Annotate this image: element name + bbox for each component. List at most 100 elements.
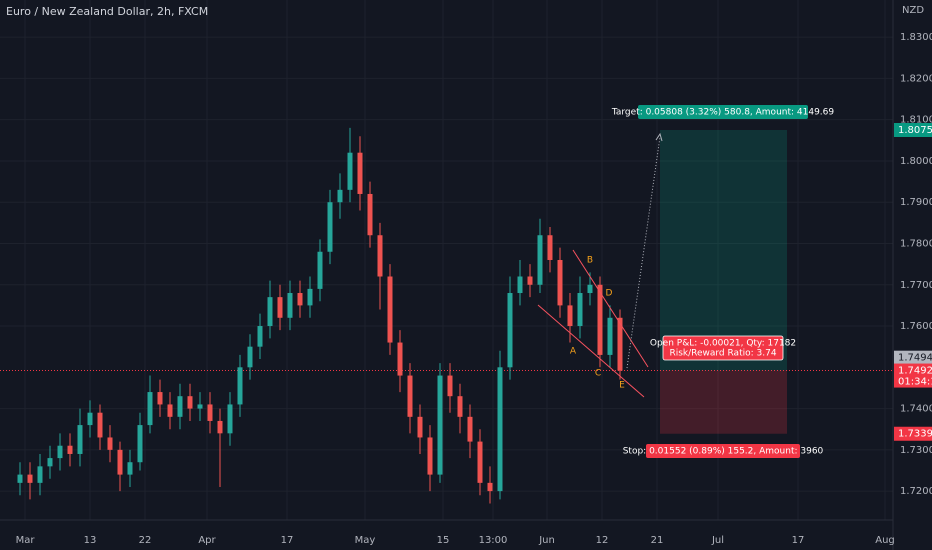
- candle-body: [597, 284, 603, 355]
- x-tick-label: 13: [84, 535, 97, 546]
- candle-body: [187, 396, 193, 409]
- candle-body: [417, 416, 423, 438]
- candle-body: [497, 367, 503, 492]
- candles: [17, 127, 623, 504]
- candle-body: [387, 276, 393, 343]
- y-tick-label: 1.82000: [900, 73, 932, 84]
- candle-body: [557, 260, 563, 306]
- x-tick-label: Aug: [875, 535, 895, 546]
- wedge-upper: [572, 249, 649, 368]
- candle-body: [207, 404, 213, 421]
- candle-body: [57, 445, 63, 459]
- pnl-text: Open P&L: -0.00021, Qty: 17182: [650, 339, 796, 349]
- candle-body: [107, 437, 113, 450]
- candle-body: [217, 420, 223, 434]
- candle-body: [257, 326, 263, 347]
- y-tick-label: 1.77000: [900, 280, 932, 291]
- candle-body: [267, 297, 273, 327]
- y-tick-label: 1.76000: [900, 321, 932, 332]
- candle-body: [37, 466, 43, 483]
- rr-text: Risk/Reward Ratio: 3.74: [669, 349, 776, 359]
- candle-body: [297, 293, 303, 306]
- candle-body: [127, 462, 133, 475]
- position-zones: [0, 130, 893, 434]
- x-tick-label: 13:00: [479, 535, 508, 546]
- stop-label: Stop: 0.01552 (0.89%) 155.2, Amount: 396…: [623, 447, 824, 457]
- candle-body: [347, 152, 353, 190]
- candle-body: [467, 416, 473, 442]
- stop-label-box: [646, 444, 800, 458]
- candle-body: [287, 293, 293, 318]
- stop-zone: [660, 370, 787, 434]
- target-zone: [660, 130, 787, 371]
- pattern-label: E: [619, 381, 625, 391]
- pattern-label: A: [570, 347, 577, 357]
- candle-body: [327, 202, 333, 252]
- candle-body: [147, 392, 153, 426]
- candle-body: [547, 235, 553, 260]
- candle-body: [317, 251, 323, 289]
- chart-title: Euro / New Zealand Dollar, 2h, FXCM: [6, 5, 208, 18]
- y-tick-label: 1.79000: [900, 197, 932, 208]
- candle-body: [307, 288, 313, 306]
- candle-body: [617, 317, 623, 371]
- position-labels: Target: 0.05808 (3.32%) 580.8, Amount: 4…: [611, 105, 834, 458]
- candle-body: [577, 293, 583, 327]
- candle-body: [117, 449, 123, 475]
- x-tick-label: 17: [281, 535, 294, 546]
- x-tick-label: Jun: [538, 535, 555, 546]
- candle-body: [457, 396, 463, 417]
- x-tick-label: 17: [792, 535, 805, 546]
- y-tick-label: 1.74000: [900, 404, 932, 415]
- candle-body: [357, 152, 363, 194]
- target-price: 1.80750: [898, 125, 932, 136]
- candle-body: [487, 482, 493, 492]
- stop-price: 1.73390: [898, 429, 932, 440]
- y-tick-label: 1.78000: [900, 238, 932, 249]
- candle-body: [537, 235, 543, 285]
- candle-body: [567, 305, 573, 327]
- x-tick-label: 15: [437, 535, 450, 546]
- candle-body: [587, 284, 593, 294]
- x-tick-label: Apr: [198, 535, 216, 546]
- candle-body: [167, 404, 173, 417]
- axes: 1.72000 1.73000 1.74000 1.76000 1.77000 1.780…: [16, 32, 932, 546]
- x-tick-label: Mar: [16, 535, 36, 546]
- candle-body: [607, 317, 613, 355]
- candle-body: [517, 276, 523, 294]
- arrow-head: [655, 132, 663, 142]
- x-tick-label: 12: [596, 535, 609, 546]
- candle-body: [527, 276, 533, 285]
- y-tick-label: 1.73000: [900, 445, 932, 456]
- last-price: 1.74942: [898, 353, 932, 364]
- candle-body: [227, 404, 233, 434]
- pattern-label: D: [606, 289, 613, 299]
- candle-body: [277, 297, 283, 318]
- x-tick-label: 21: [651, 535, 664, 546]
- candle-body: [407, 375, 413, 417]
- candle-body: [177, 396, 183, 417]
- pattern-label: B: [587, 256, 593, 266]
- candle-body: [377, 235, 383, 277]
- candle-body: [137, 425, 143, 463]
- x-tick-label: May: [355, 535, 376, 546]
- y-tick-label: 1.80000: [900, 156, 932, 167]
- countdown: 01:34:13: [898, 377, 932, 388]
- x-tick-label: 22: [139, 535, 152, 546]
- candle-body: [17, 474, 23, 483]
- y-tick-label: 1.72000: [900, 486, 932, 497]
- currency: NZD: [902, 5, 924, 16]
- candle-body: [47, 458, 53, 467]
- candle-body: [87, 412, 93, 426]
- target-price-tag: [894, 123, 932, 137]
- candle-body: [247, 346, 253, 368]
- candle-body: [97, 412, 103, 438]
- candle-body: [507, 293, 513, 368]
- entry-price: 1.74921: [898, 366, 932, 377]
- wedge: [537, 249, 649, 398]
- candle-body: [157, 392, 163, 405]
- candle-body: [477, 441, 483, 483]
- candle-body: [397, 342, 403, 376]
